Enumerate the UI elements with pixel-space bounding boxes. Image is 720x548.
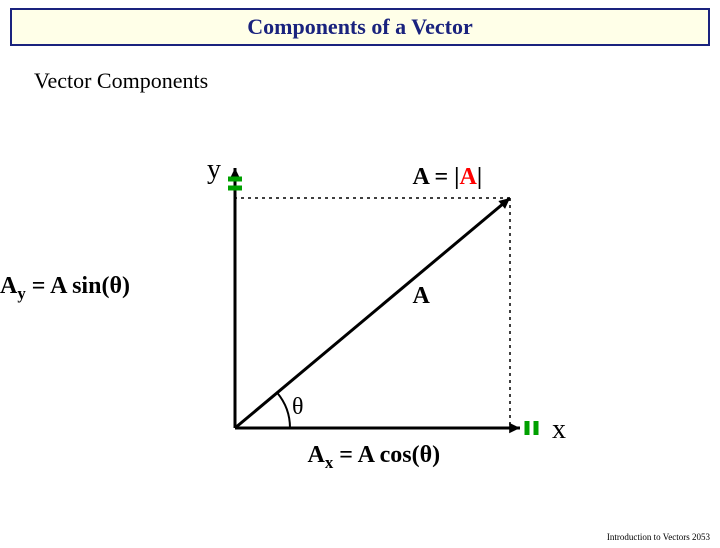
x-axis-label: x: [552, 414, 566, 446]
page-title-bar: Components of a Vector: [10, 8, 710, 46]
Ax-sub: x: [325, 453, 333, 472]
magnitude-prefix: A = |: [413, 164, 460, 190]
Ay-formula: Ay = A sin(θ): [0, 273, 130, 304]
Ax-eq: = A cos(θ): [333, 442, 440, 468]
magnitude-A: A: [459, 164, 476, 190]
Ax-formula: Ax = A cos(θ): [308, 442, 441, 473]
Ay-sub: y: [17, 284, 25, 303]
diagram-svg: [150, 138, 610, 488]
Ay-eq: = A sin(θ): [26, 273, 130, 299]
subtitle-text: Vector Components: [34, 68, 720, 94]
footer-text: Introduction to Vectors 2053: [607, 532, 710, 542]
vector-A-label: A: [413, 283, 430, 310]
magnitude-formula: A = |A|: [413, 164, 483, 191]
Ay-A: A: [0, 273, 17, 299]
vector-diagram: y x A = |A| A θ Ay = A sin(θ) Ax = A cos…: [150, 138, 610, 488]
y-axis-label: y: [207, 154, 221, 186]
magnitude-suffix: |: [477, 164, 482, 190]
theta-label: θ: [292, 394, 304, 421]
Ax-A: A: [308, 442, 325, 468]
